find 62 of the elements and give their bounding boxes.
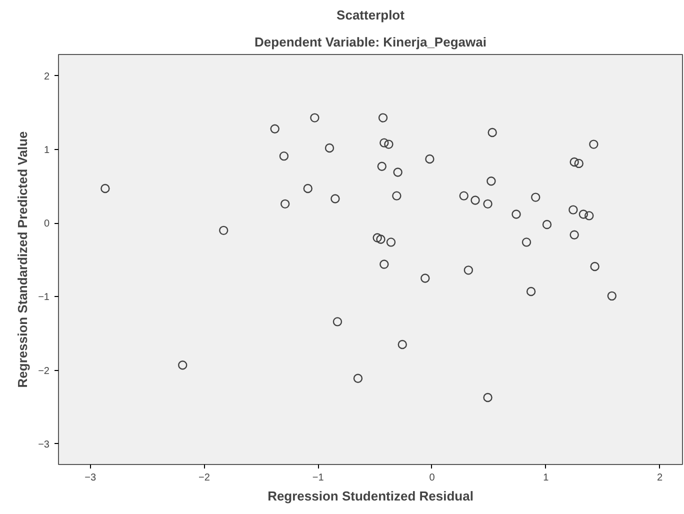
y-tick-label: −3 [38, 439, 50, 450]
point [100, 184, 110, 194]
point [526, 286, 536, 296]
point [377, 162, 386, 171]
point [380, 138, 389, 148]
point [386, 238, 396, 247]
point [332, 317, 342, 326]
point [578, 210, 588, 219]
x-tick-label: −1 [312, 472, 324, 484]
y-tick-label: 2 [44, 71, 50, 82]
point [279, 151, 289, 161]
point [178, 360, 188, 370]
y-tick-label: −2 [38, 366, 50, 377]
point [310, 113, 320, 122]
point [330, 194, 340, 204]
point [542, 220, 552, 230]
point [464, 266, 474, 275]
point [398, 340, 407, 350]
point [584, 211, 594, 220]
x-tick-label: 2 [656, 472, 663, 484]
point [607, 291, 616, 301]
x-axis-title: Regression Studentized Residual [268, 488, 474, 504]
point [324, 143, 334, 153]
point [425, 154, 434, 164]
point [393, 168, 402, 177]
point [303, 184, 312, 194]
point [522, 238, 532, 247]
point [531, 192, 540, 202]
point [589, 140, 598, 149]
point [270, 124, 280, 134]
point [459, 191, 468, 200]
y-tick-label: 1 [44, 144, 50, 156]
y-tick-label: −1 [38, 292, 50, 304]
point [378, 113, 388, 122]
point [392, 191, 402, 200]
point [590, 262, 600, 272]
y-axis-title: Regression Standardized Predicted Value [15, 131, 30, 388]
y-tick-label: 0 [44, 218, 50, 230]
point [570, 230, 579, 240]
point [470, 196, 480, 205]
point [483, 392, 492, 402]
point [570, 157, 579, 167]
point [384, 140, 394, 149]
x-tick-label: −2 [198, 472, 210, 484]
point [574, 158, 584, 168]
point [380, 260, 389, 269]
point [486, 176, 496, 186]
point [483, 199, 492, 209]
point [512, 210, 521, 219]
point [353, 374, 363, 383]
point [219, 226, 228, 236]
point [376, 234, 386, 244]
point [420, 274, 430, 283]
point [568, 205, 578, 214]
chart-title: Scatterplot [336, 8, 406, 22]
point [488, 128, 497, 138]
x-tick-label: −3 [84, 472, 97, 484]
x-tick-label: 1 [543, 472, 550, 484]
point [372, 233, 382, 242]
chart-subtitle: Dependent Variable: Kinerja_Pegawai [254, 34, 486, 50]
x-tick-label: 0 [429, 472, 436, 484]
point [280, 199, 290, 209]
